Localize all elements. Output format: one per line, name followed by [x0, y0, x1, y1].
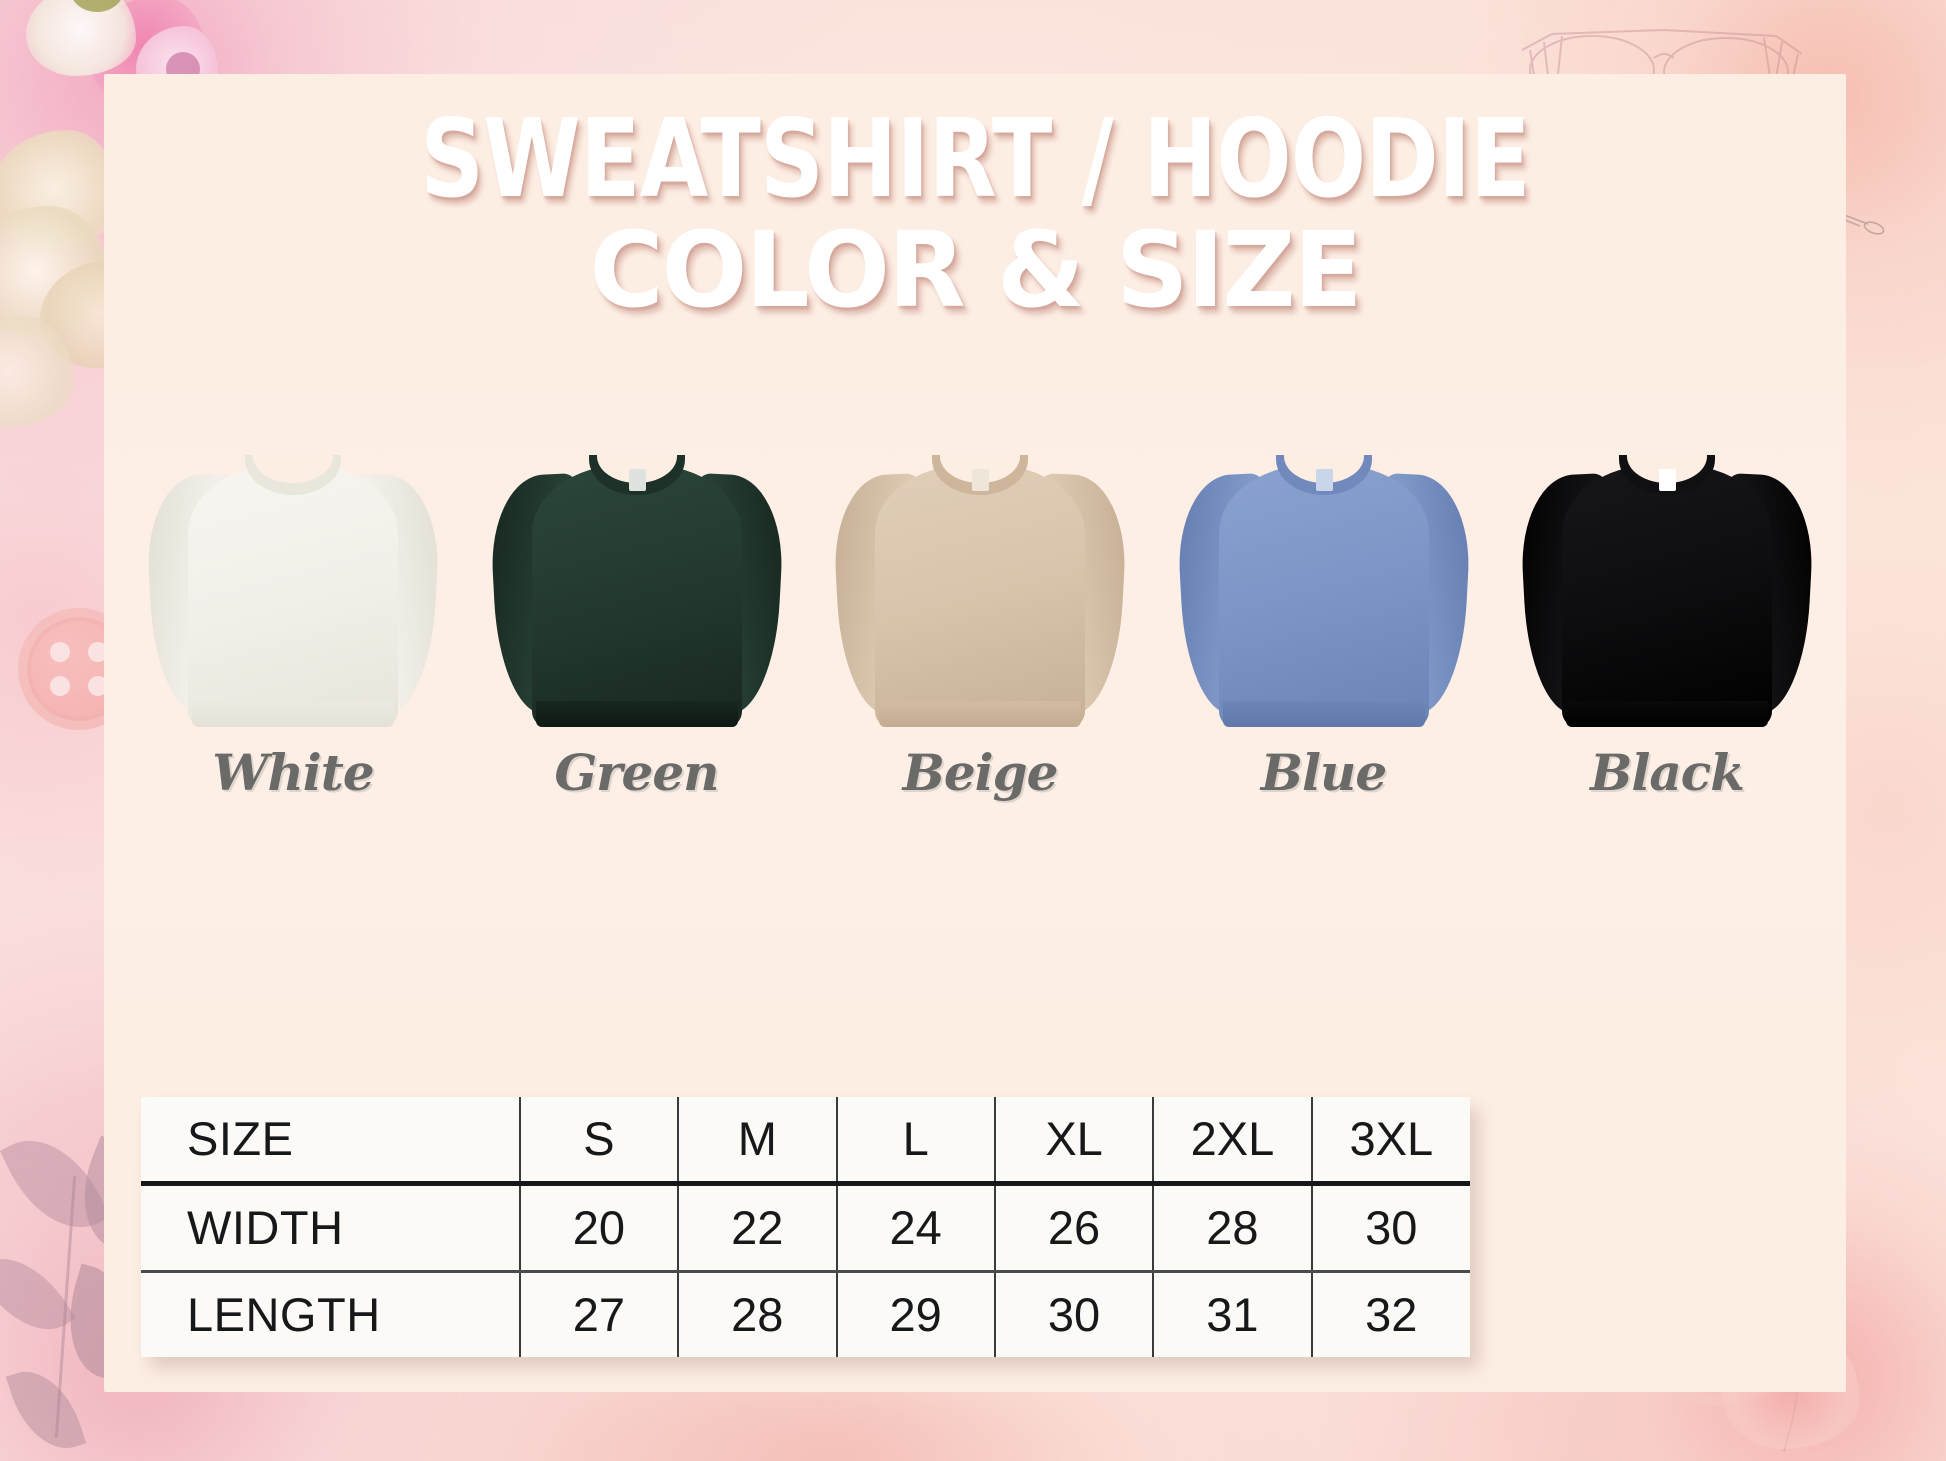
garment-label-green: Green: [554, 743, 719, 802]
garment-color-row: White Green: [143, 452, 1817, 802]
table-cell-width-m: 22: [678, 1183, 838, 1273]
size-table: SIZE S M L XL 2XL 3XL WIDTH 20 22 24 26 …: [141, 1097, 1470, 1357]
neck-tag-black: [1659, 469, 1676, 491]
table-cell-width-s: 20: [519, 1183, 680, 1273]
title-line-2: COLOR & SIZE: [589, 209, 1362, 331]
table-header-m: M: [678, 1097, 838, 1186]
table-header-l: L: [836, 1097, 996, 1186]
sweatshirt-icon-green: [487, 439, 786, 727]
page-title: SWEATSHIRT / HOODIE COLOR & SIZE: [104, 106, 1846, 325]
garment-item-beige[interactable]: Beige: [830, 439, 1130, 802]
sweatshirt-icon-white: [143, 439, 443, 727]
table-cell-width-xl: 26: [994, 1183, 1155, 1273]
table-cell-length-m: 28: [678, 1271, 838, 1357]
garment-label-beige: Beige: [902, 743, 1059, 802]
table-cell-width-3xl: 30: [1311, 1183, 1470, 1273]
sweatshirt-icon-blue: [1174, 439, 1473, 727]
garment-label-blue: Blue: [1260, 743, 1387, 802]
garment-item-blue[interactable]: Blue: [1174, 439, 1473, 802]
table-cell-length-2xl: 31: [1153, 1271, 1313, 1357]
table-header-s: S: [519, 1097, 680, 1186]
table-rowlabel-width: WIDTH: [141, 1183, 521, 1273]
table-row-length: LENGTH 27 28 29 30 31 32: [141, 1271, 1470, 1357]
neck-tag-blue: [1315, 469, 1333, 491]
garment-item-green[interactable]: Green: [487, 439, 786, 802]
title-line-1: SWEATSHIRT / HOODIE: [420, 97, 1530, 222]
table-row-header: SIZE S M L XL 2XL 3XL: [141, 1097, 1470, 1186]
table-header-3xl: 3XL: [1311, 1097, 1470, 1186]
garment-label-white: White: [212, 743, 374, 802]
neck-tag-green: [628, 469, 646, 491]
table-cell-width-2xl: 28: [1153, 1183, 1313, 1273]
neck-tag-beige: [972, 469, 989, 491]
table-rowlabel-length: LENGTH: [141, 1271, 521, 1357]
garment-label-black: Black: [1590, 743, 1745, 802]
table-header-size: SIZE: [141, 1097, 521, 1186]
garment-item-white[interactable]: White: [143, 439, 443, 802]
table-header-xl: XL: [994, 1097, 1155, 1186]
table-cell-length-l: 29: [836, 1271, 996, 1357]
garment-item-black[interactable]: Black: [1517, 439, 1817, 802]
table-row-width: WIDTH 20 22 24 26 28 30: [141, 1183, 1470, 1273]
table-cell-length-3xl: 32: [1311, 1271, 1470, 1357]
table-cell-width-l: 24: [836, 1183, 996, 1273]
table-header-2xl: 2XL: [1153, 1097, 1313, 1186]
sweatshirt-icon-beige: [830, 439, 1130, 727]
table-cell-length-xl: 30: [994, 1271, 1155, 1357]
sweatshirt-icon-black: [1517, 439, 1817, 727]
table-cell-length-s: 27: [519, 1271, 680, 1357]
